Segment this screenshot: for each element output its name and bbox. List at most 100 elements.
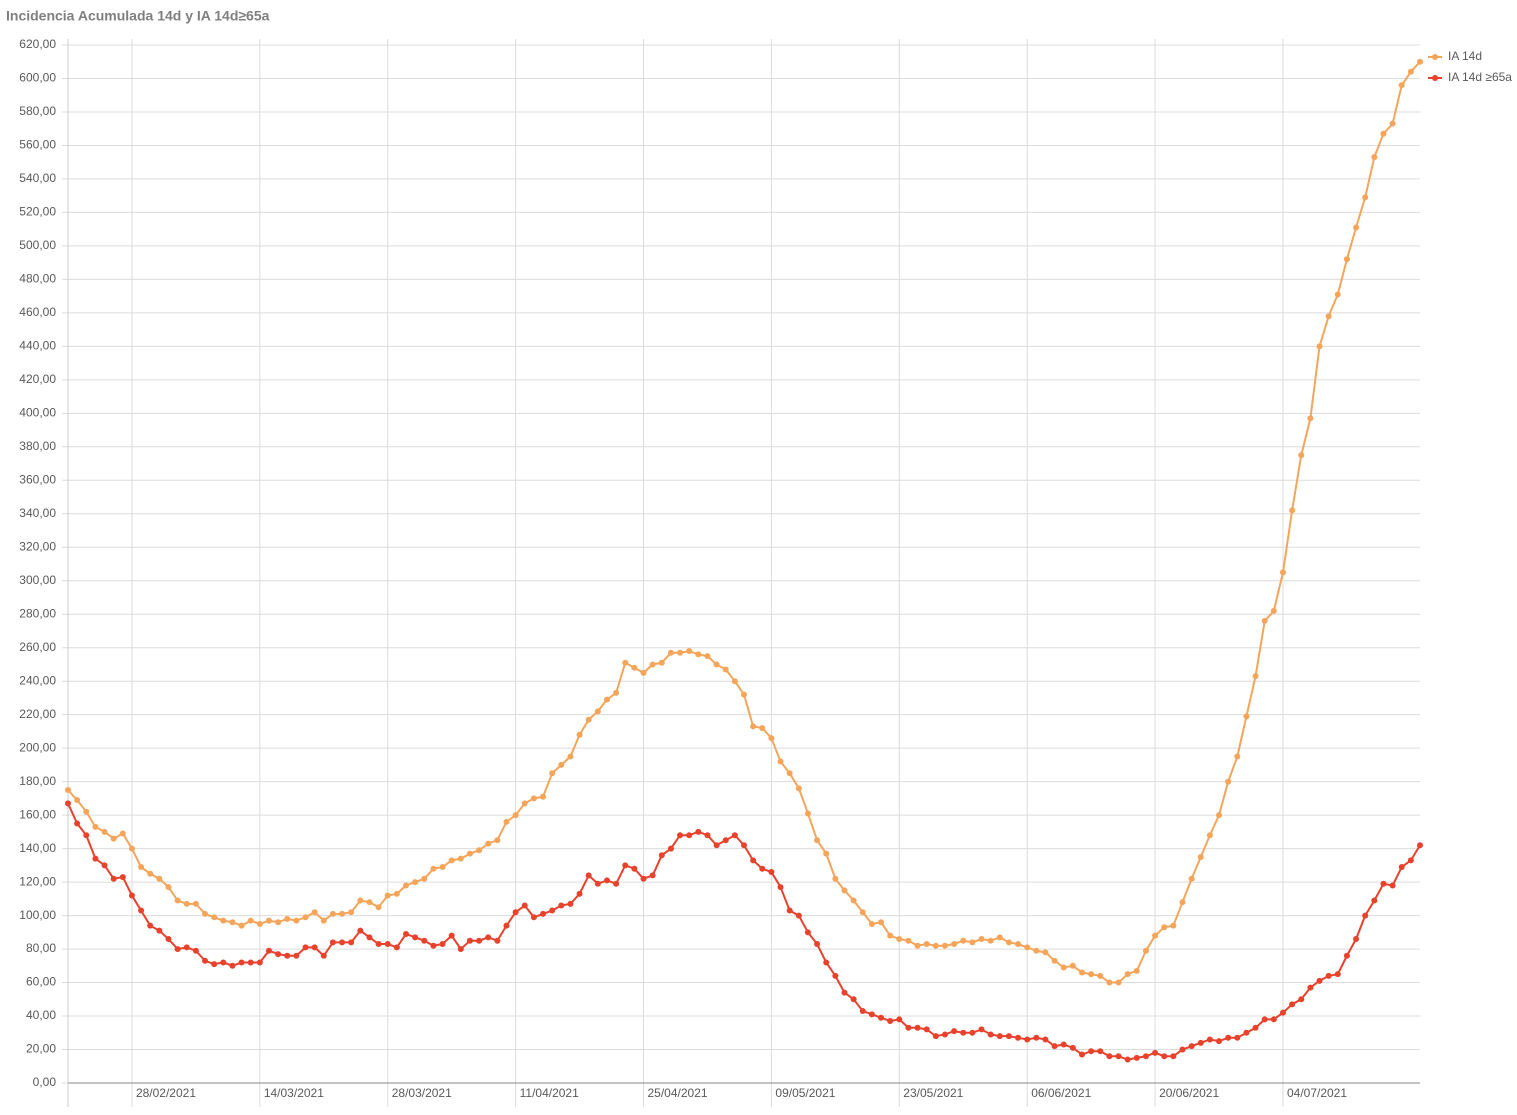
data-point <box>978 936 985 943</box>
data-point <box>832 875 839 882</box>
data-point <box>1051 957 1058 964</box>
data-point <box>494 837 501 844</box>
data-point <box>558 761 565 768</box>
data-point <box>1097 972 1104 979</box>
data-point <box>293 952 300 959</box>
data-point <box>403 930 409 937</box>
data-point <box>1407 857 1414 864</box>
data-point <box>403 882 409 889</box>
data-point <box>932 942 939 949</box>
data-point <box>613 689 620 696</box>
data-point <box>329 910 336 917</box>
data-point <box>1152 1049 1159 1056</box>
data-point <box>1362 912 1369 919</box>
data-point <box>1115 1053 1122 1060</box>
data-point <box>540 793 547 800</box>
y-tick-label: 600,00 <box>19 71 56 85</box>
data-point <box>567 900 574 907</box>
data-point <box>1106 1053 1113 1060</box>
y-tick-label: 80,00 <box>26 941 56 955</box>
data-point <box>1307 984 1314 991</box>
data-point <box>430 865 437 872</box>
data-point <box>841 887 848 894</box>
data-point <box>731 678 738 685</box>
data-point <box>987 1031 994 1038</box>
data-point <box>1353 936 1360 943</box>
data-point <box>978 1026 985 1033</box>
data-point <box>594 880 601 887</box>
data-point <box>777 884 784 891</box>
data-point <box>1060 964 1067 971</box>
data-point <box>366 899 373 906</box>
data-point <box>1051 1043 1058 1050</box>
data-point <box>1024 1036 1031 1043</box>
data-point <box>357 927 364 934</box>
data-point <box>110 835 117 842</box>
data-point <box>585 716 592 723</box>
data-point <box>74 820 81 827</box>
data-point <box>1289 1001 1296 1008</box>
y-tick-label: 400,00 <box>19 405 56 419</box>
data-point <box>622 862 629 869</box>
data-point <box>384 892 391 899</box>
data-point <box>686 832 693 839</box>
data-point <box>1179 899 1186 906</box>
data-point <box>695 651 702 658</box>
data-point <box>677 832 684 839</box>
data-point <box>1079 969 1085 976</box>
x-tick-label: 04/07/2021 <box>1287 1086 1347 1100</box>
data-point <box>1371 897 1378 904</box>
data-point <box>485 840 492 847</box>
data-point <box>576 890 583 897</box>
legend-label: IA 14d ≥65a <box>1448 70 1512 84</box>
data-point <box>1334 971 1341 978</box>
data-point <box>320 952 327 959</box>
data-point <box>649 872 656 879</box>
data-point <box>932 1033 939 1040</box>
data-point <box>1325 972 1332 979</box>
data-point <box>1417 58 1423 65</box>
data-point <box>695 828 702 835</box>
data-point <box>603 877 610 884</box>
data-point <box>667 845 674 852</box>
data-point <box>1188 1043 1195 1050</box>
data-point <box>941 942 948 949</box>
legend-swatch <box>1432 54 1438 60</box>
data-point <box>466 937 473 944</box>
data-point <box>220 959 227 966</box>
data-point <box>238 922 245 929</box>
data-point <box>229 962 236 969</box>
data-point <box>1079 1051 1085 1058</box>
data-point <box>1261 617 1268 624</box>
data-point <box>1325 313 1332 320</box>
data-point <box>677 649 684 656</box>
data-point <box>421 875 428 882</box>
data-point <box>987 937 994 944</box>
data-point <box>549 907 556 914</box>
data-point <box>1398 82 1405 89</box>
data-point <box>969 939 976 946</box>
data-point <box>476 847 483 854</box>
data-point <box>65 787 71 794</box>
data-point <box>220 917 227 924</box>
data-point <box>1042 949 1049 956</box>
data-point <box>722 666 729 673</box>
data-point <box>92 855 99 862</box>
data-point <box>795 912 802 919</box>
data-point <box>878 1014 885 1021</box>
data-point <box>1069 962 1076 969</box>
x-tick-label: 20/06/2021 <box>1159 1086 1219 1100</box>
data-point <box>631 664 638 671</box>
data-point <box>421 937 428 944</box>
data-point <box>1279 569 1286 576</box>
y-tick-label: 360,00 <box>19 472 56 486</box>
data-point <box>512 812 519 819</box>
data-point <box>329 939 336 946</box>
data-point <box>804 810 811 817</box>
data-point <box>996 1033 1003 1040</box>
data-point <box>549 770 556 777</box>
data-point <box>859 909 866 916</box>
y-tick-label: 200,00 <box>19 740 56 754</box>
y-tick-label: 460,00 <box>19 305 56 319</box>
